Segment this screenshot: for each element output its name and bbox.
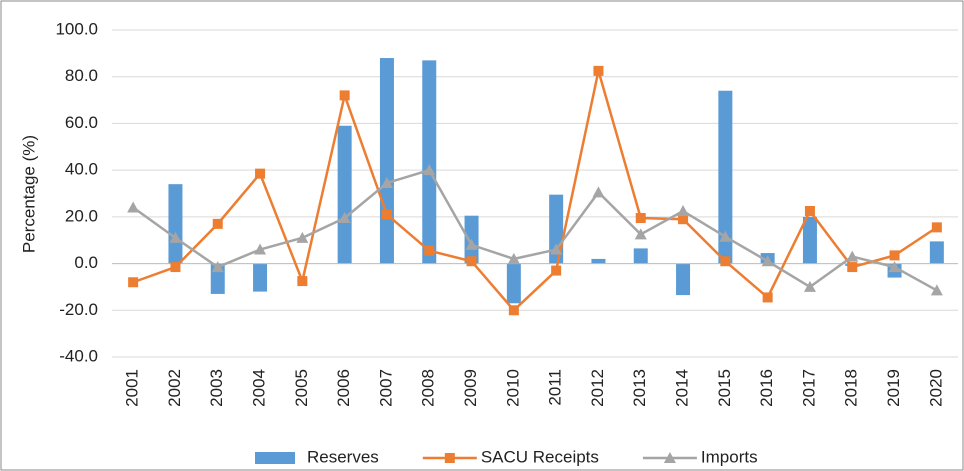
legend-marker (444, 453, 455, 463)
marker (508, 305, 519, 316)
x-tick-label: 2009 (461, 369, 480, 407)
bar (253, 263, 268, 292)
marker (930, 284, 943, 296)
marker (931, 222, 942, 233)
marker (761, 255, 774, 267)
marker (804, 206, 815, 217)
marker (465, 238, 478, 250)
marker (170, 262, 181, 273)
y-axis-label: Percentage (%) (19, 135, 38, 253)
x-tick-label: 2002 (165, 369, 184, 407)
y-tick-label: 80.0 (65, 66, 98, 85)
marker (677, 205, 690, 217)
line (132, 168, 938, 292)
legend-label: Imports (701, 447, 758, 466)
marker (423, 164, 436, 176)
bar (379, 58, 394, 264)
marker (254, 243, 267, 255)
marker (339, 90, 350, 101)
x-tick-label: 2015 (715, 369, 734, 407)
marker (424, 245, 435, 256)
x-tick-label: 2012 (588, 369, 607, 407)
bar (633, 248, 648, 264)
legend-label: SACU Receipts (481, 447, 599, 466)
x-tick-label: 2019 (884, 369, 903, 407)
bar (506, 263, 521, 304)
y-tick-label: 100.0 (55, 19, 98, 38)
bar (168, 184, 183, 264)
marker (592, 186, 605, 198)
marker (634, 228, 647, 240)
marker (338, 212, 351, 224)
x-tick-label: 2014 (673, 369, 692, 407)
marker (297, 276, 308, 287)
y-tick-label: 0.0 (74, 253, 98, 272)
marker (381, 209, 392, 220)
marker (550, 243, 563, 255)
x-tick-label: 2011 (546, 369, 565, 406)
bar (929, 241, 944, 264)
x-tick-label: 2001 (123, 369, 142, 407)
bar (337, 125, 352, 264)
marker (255, 168, 266, 179)
marker (212, 218, 223, 229)
marker (507, 252, 520, 264)
marker (211, 261, 224, 273)
marker (719, 230, 732, 242)
x-tick-label: 2010 (503, 369, 522, 407)
x-tick-label: 2020 (926, 369, 945, 407)
bar (802, 216, 817, 264)
x-tick-label: 2016 (757, 369, 776, 407)
x-tick-label: 2008 (419, 369, 438, 407)
marker (296, 231, 309, 243)
y-tick-label: 60.0 (65, 113, 98, 132)
marker (847, 262, 858, 273)
marker (128, 277, 139, 288)
marker (380, 176, 393, 188)
bar (718, 90, 733, 264)
marker (466, 256, 477, 267)
marker (889, 250, 900, 261)
line (132, 70, 938, 313)
marker (551, 265, 562, 276)
legend-swatch (255, 452, 295, 464)
legend-label: Reserves (307, 447, 379, 466)
marker (720, 256, 731, 267)
y-tick-label: -20.0 (59, 300, 98, 319)
marker (846, 250, 859, 262)
x-tick-label: 2007 (376, 369, 395, 407)
marker (635, 213, 646, 224)
bar (676, 263, 691, 296)
x-tick-label: 2017 (799, 369, 818, 407)
x-tick-label: 2013 (630, 369, 649, 407)
marker (678, 214, 689, 225)
x-tick-label: 2004 (250, 369, 269, 407)
x-tick-label: 2005 (292, 369, 311, 407)
x-tick-label: 2003 (207, 369, 226, 407)
x-tick-label: 2018 (842, 369, 861, 407)
marker (888, 261, 901, 273)
marker (593, 65, 604, 76)
marker (762, 292, 773, 303)
marker (803, 280, 816, 292)
y-tick-label: 20.0 (65, 206, 98, 225)
x-tick-label: 2006 (334, 369, 353, 407)
legend-marker (663, 452, 676, 463)
bar (422, 60, 437, 264)
y-tick-label: -40.0 (59, 346, 98, 365)
bar (591, 258, 606, 264)
marker (169, 231, 182, 243)
marker (127, 201, 140, 213)
y-tick-label: 40.0 (65, 160, 98, 179)
